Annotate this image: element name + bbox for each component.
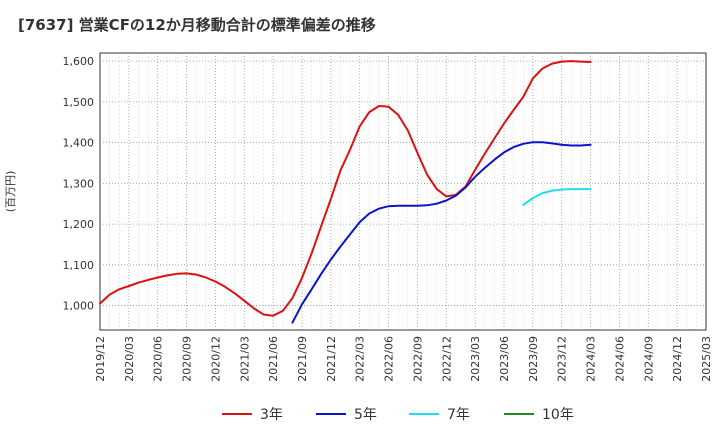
y-tick-label: 1,500 [63, 96, 95, 109]
x-tick-label: 2022/09 [411, 336, 424, 382]
y-axis-ticks: 1,000 1,100 1,200 1,300 1,400 1,500 1,600 [63, 55, 95, 312]
x-tick-label: 2020/03 [123, 336, 136, 382]
series-line-5年 [291, 141, 592, 324]
x-tick-label: 2023/09 [527, 336, 540, 382]
x-tick-label: 2020/12 [209, 336, 222, 382]
plot-area [99, 52, 707, 331]
x-tick-label: 2024/03 [585, 336, 598, 382]
chart-title: [7637] 営業CFの12か月移動合計の標準偏差の推移 [18, 16, 376, 34]
series-line-7年 [522, 188, 592, 206]
legend-label-10年: 10年 [542, 407, 574, 423]
legend-label-5年: 5年 [354, 407, 377, 423]
y-axis-label: (百万円) [4, 171, 17, 213]
x-tick-label: 2021/03 [238, 336, 251, 382]
x-tick-label: 2021/06 [267, 336, 280, 382]
x-tick-label: 2023/03 [469, 336, 482, 382]
y-tick-label: 1,600 [63, 55, 95, 68]
x-tick-label: 2023/12 [556, 336, 569, 382]
series-line-3年 [99, 60, 592, 317]
plot-border [99, 52, 707, 331]
x-tick-label: 2024/06 [613, 336, 626, 382]
x-tick-label: 2019/12 [94, 336, 107, 382]
grid-lines [100, 53, 706, 330]
x-tick-label: 2020/09 [181, 336, 194, 382]
y-tick-label: 1,300 [63, 177, 95, 190]
x-tick-label: 2021/09 [296, 336, 309, 382]
y-tick-label: 1,100 [63, 259, 95, 272]
x-tick-label: 2023/06 [498, 336, 511, 382]
x-tick-label: 2022/12 [440, 336, 453, 382]
x-tick-label: 2020/06 [152, 336, 165, 382]
legend: 3年 5年 7年 10年 [222, 407, 574, 423]
x-axis-ticks: 2019/12 2020/03 2020/06 2020/09 2020/12 2021/… [94, 336, 713, 382]
y-tick-label: 1,400 [63, 137, 95, 150]
x-tick-label: 2024/09 [642, 336, 655, 382]
y-tick-label: 1,000 [63, 300, 95, 313]
series-lines [99, 60, 592, 324]
x-tick-label: 2024/12 [671, 336, 684, 382]
y-tick-label: 1,200 [63, 218, 95, 231]
x-tick-label: 2025/03 [700, 336, 713, 382]
x-tick-label: 2022/06 [383, 336, 396, 382]
x-tick-label: 2022/03 [354, 336, 367, 382]
x-tick-label: 2021/12 [325, 336, 338, 382]
legend-label-3年: 3年 [260, 407, 283, 423]
legend-label-7年: 7年 [447, 407, 470, 423]
